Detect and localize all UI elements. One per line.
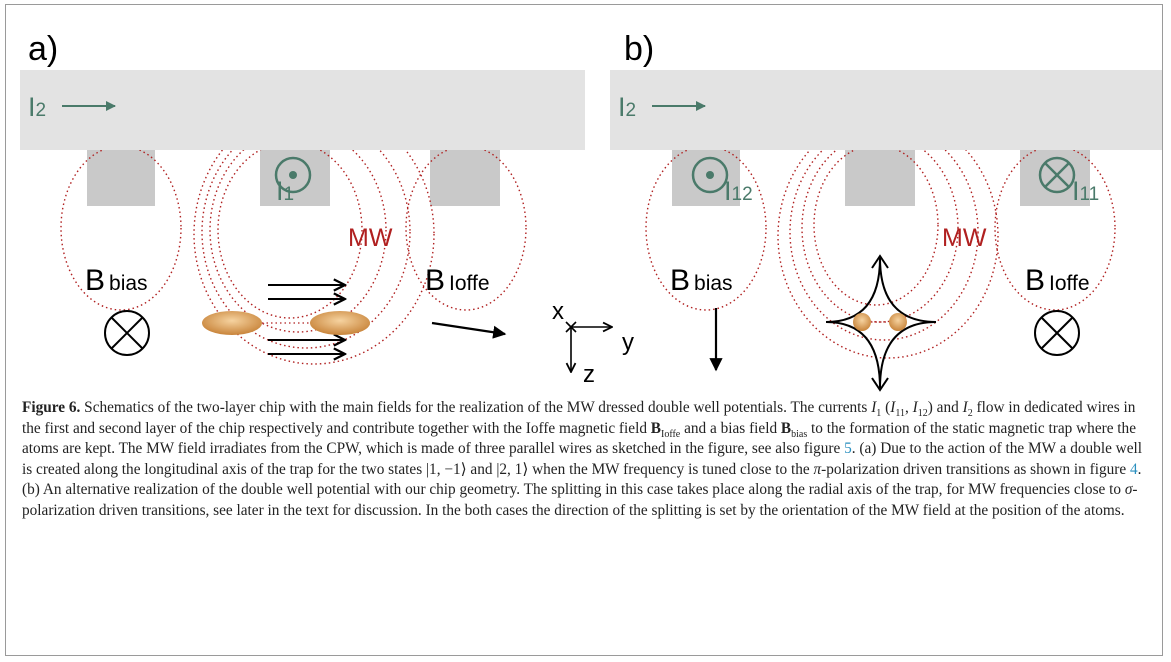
figure-link[interactable]: 4 [1130,461,1138,478]
caption-text: ( [881,399,890,416]
subscript: 2 [36,100,47,121]
caption-text: ) and [928,399,963,416]
subscript: Ioffe [1049,272,1089,295]
panel-label: b) [624,30,654,68]
axis-label: y [622,329,634,356]
subscript: Ioffe [449,272,489,295]
axis-label: x [552,298,564,325]
figure-caption: Figure 6. Schematics of the two-layer ch… [22,398,1150,522]
symbol: B [85,264,105,297]
subscript: Ioffe [661,429,680,440]
mw-label: MW [348,224,393,252]
symbol: I [1072,176,1080,206]
field-arrow [432,323,505,334]
subscript: bias [109,272,148,295]
wire [87,150,155,206]
caption-text: -polarization driven transitions as show… [821,461,1130,478]
symbol: B [670,264,690,297]
into-plane-symbol [105,311,149,355]
atom-cloud [853,313,871,331]
symbol: I [618,92,626,122]
into-plane-symbol [1035,311,1079,355]
symbol: π [813,461,821,478]
atom-cloud [310,311,370,335]
mw-label: MW [942,224,987,252]
caption-label: Figure 6. [22,399,80,416]
subscript: 2 [626,100,637,121]
wire [845,150,915,206]
subscript: 12 [732,184,753,205]
figure-link[interactable]: 5 [844,440,852,457]
symbol: B [425,264,445,297]
subscript: bias [791,429,807,440]
out-of-plane-dot [289,171,297,179]
arrow-heads [872,256,888,390]
caption-text: , [905,399,913,416]
symbol: B [781,420,791,437]
symbol: I [28,92,36,122]
subscript: 11 [895,408,905,419]
symbol: B [1025,264,1045,297]
wire-layer [610,70,1162,150]
symbol: I [276,176,284,206]
out-of-plane-dot [706,171,714,179]
wire [430,150,500,206]
subscript: 1 [284,184,295,205]
atom-cloud [889,313,907,331]
atom-cloud [202,311,262,335]
splitting-arrows [826,258,936,388]
symbol: I [724,176,732,206]
symbol: B [651,420,661,437]
wire-layer [20,70,585,150]
caption-text: Schematics of the two-layer chip with th… [80,399,871,416]
panel-label: a) [28,30,58,68]
subscript: 11 [1080,184,1100,205]
subscript: bias [694,272,733,295]
axis-label: z [583,361,595,388]
subscript: 12 [918,408,928,419]
page: a) I2 I1 MW Bbias BIoffe x y z b) [0,0,1171,662]
caption-text: and a bias field [680,420,781,437]
